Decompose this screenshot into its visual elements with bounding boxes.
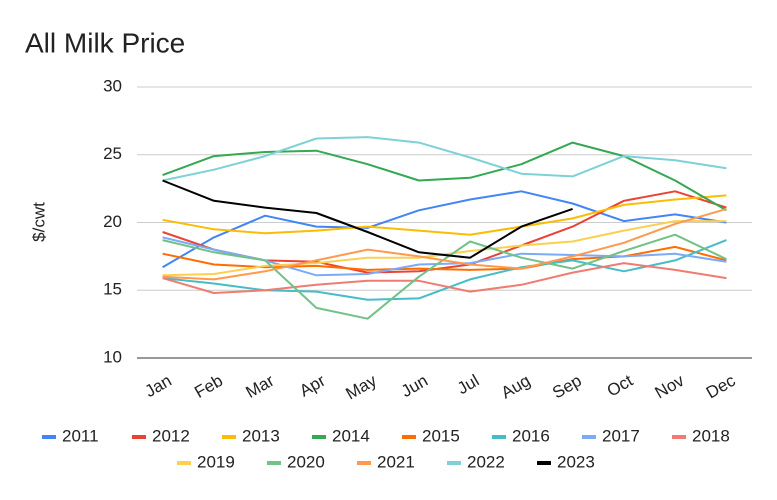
series-line: [162, 190, 727, 269]
x-tick-label: Aug: [498, 371, 534, 403]
x-tick-label: Dec: [703, 371, 739, 403]
legend-item: 2020: [267, 452, 325, 471]
y-axis-label: $/cwt: [29, 202, 48, 242]
x-tick-label: Mar: [243, 371, 278, 402]
y-tick-label: 10: [103, 347, 122, 366]
legend-label: 2023: [557, 452, 595, 471]
legend-item: 2016: [492, 426, 550, 445]
legend-item: 2017: [582, 426, 640, 445]
legend-label: 2018: [692, 426, 730, 445]
legend-item: 2013: [222, 426, 280, 445]
legend-label: 2019: [197, 452, 235, 471]
legend-item: 2012: [132, 426, 190, 445]
legend-label: 2022: [467, 452, 505, 471]
legend-item: 2022: [447, 452, 505, 471]
legend-item: 2014: [312, 426, 370, 445]
legend-label: 2014: [332, 426, 370, 445]
y-tick-label: 20: [103, 212, 122, 231]
legend-label: 2016: [512, 426, 550, 445]
x-tick-label: Oct: [604, 371, 637, 401]
series-line: [162, 239, 727, 301]
legend-label: 2021: [377, 452, 415, 471]
legend-label: 2011: [62, 426, 99, 445]
x-tick-label: Jun: [398, 371, 431, 401]
series-line: [162, 207, 727, 281]
x-tick-label: Apr: [296, 371, 329, 401]
legend-item: 2011: [42, 426, 99, 445]
legend-item: 2018: [672, 426, 730, 445]
x-tick-label: Jul: [454, 371, 482, 398]
legend-label: 2013: [242, 426, 280, 445]
x-tick-label: Feb: [191, 371, 226, 402]
x-tick-label: May: [343, 371, 381, 404]
x-tick-label: Sep: [549, 371, 585, 403]
chart-title: All Milk Price: [25, 27, 185, 58]
legend-item: 2021: [357, 452, 415, 471]
legend-label: 2020: [287, 452, 325, 471]
series-line: [162, 194, 727, 236]
legend-item: 2019: [177, 452, 235, 471]
y-tick-label: 30: [103, 76, 122, 95]
series-line: [162, 179, 573, 259]
y-tick-label: 25: [103, 144, 122, 163]
legend-label: 2017: [602, 426, 640, 445]
x-tick-label: Jan: [142, 371, 175, 401]
legend-item: 2015: [402, 426, 460, 445]
series-line: [162, 141, 727, 212]
y-tick-label: 15: [103, 280, 122, 299]
legend-label: 2012: [152, 426, 190, 445]
legend-label: 2015: [422, 426, 460, 445]
series-line: [162, 136, 727, 182]
x-tick-label: Nov: [652, 371, 688, 403]
series-line: [162, 233, 727, 320]
legend-item: 2023: [537, 452, 595, 471]
series-line: [162, 262, 727, 294]
